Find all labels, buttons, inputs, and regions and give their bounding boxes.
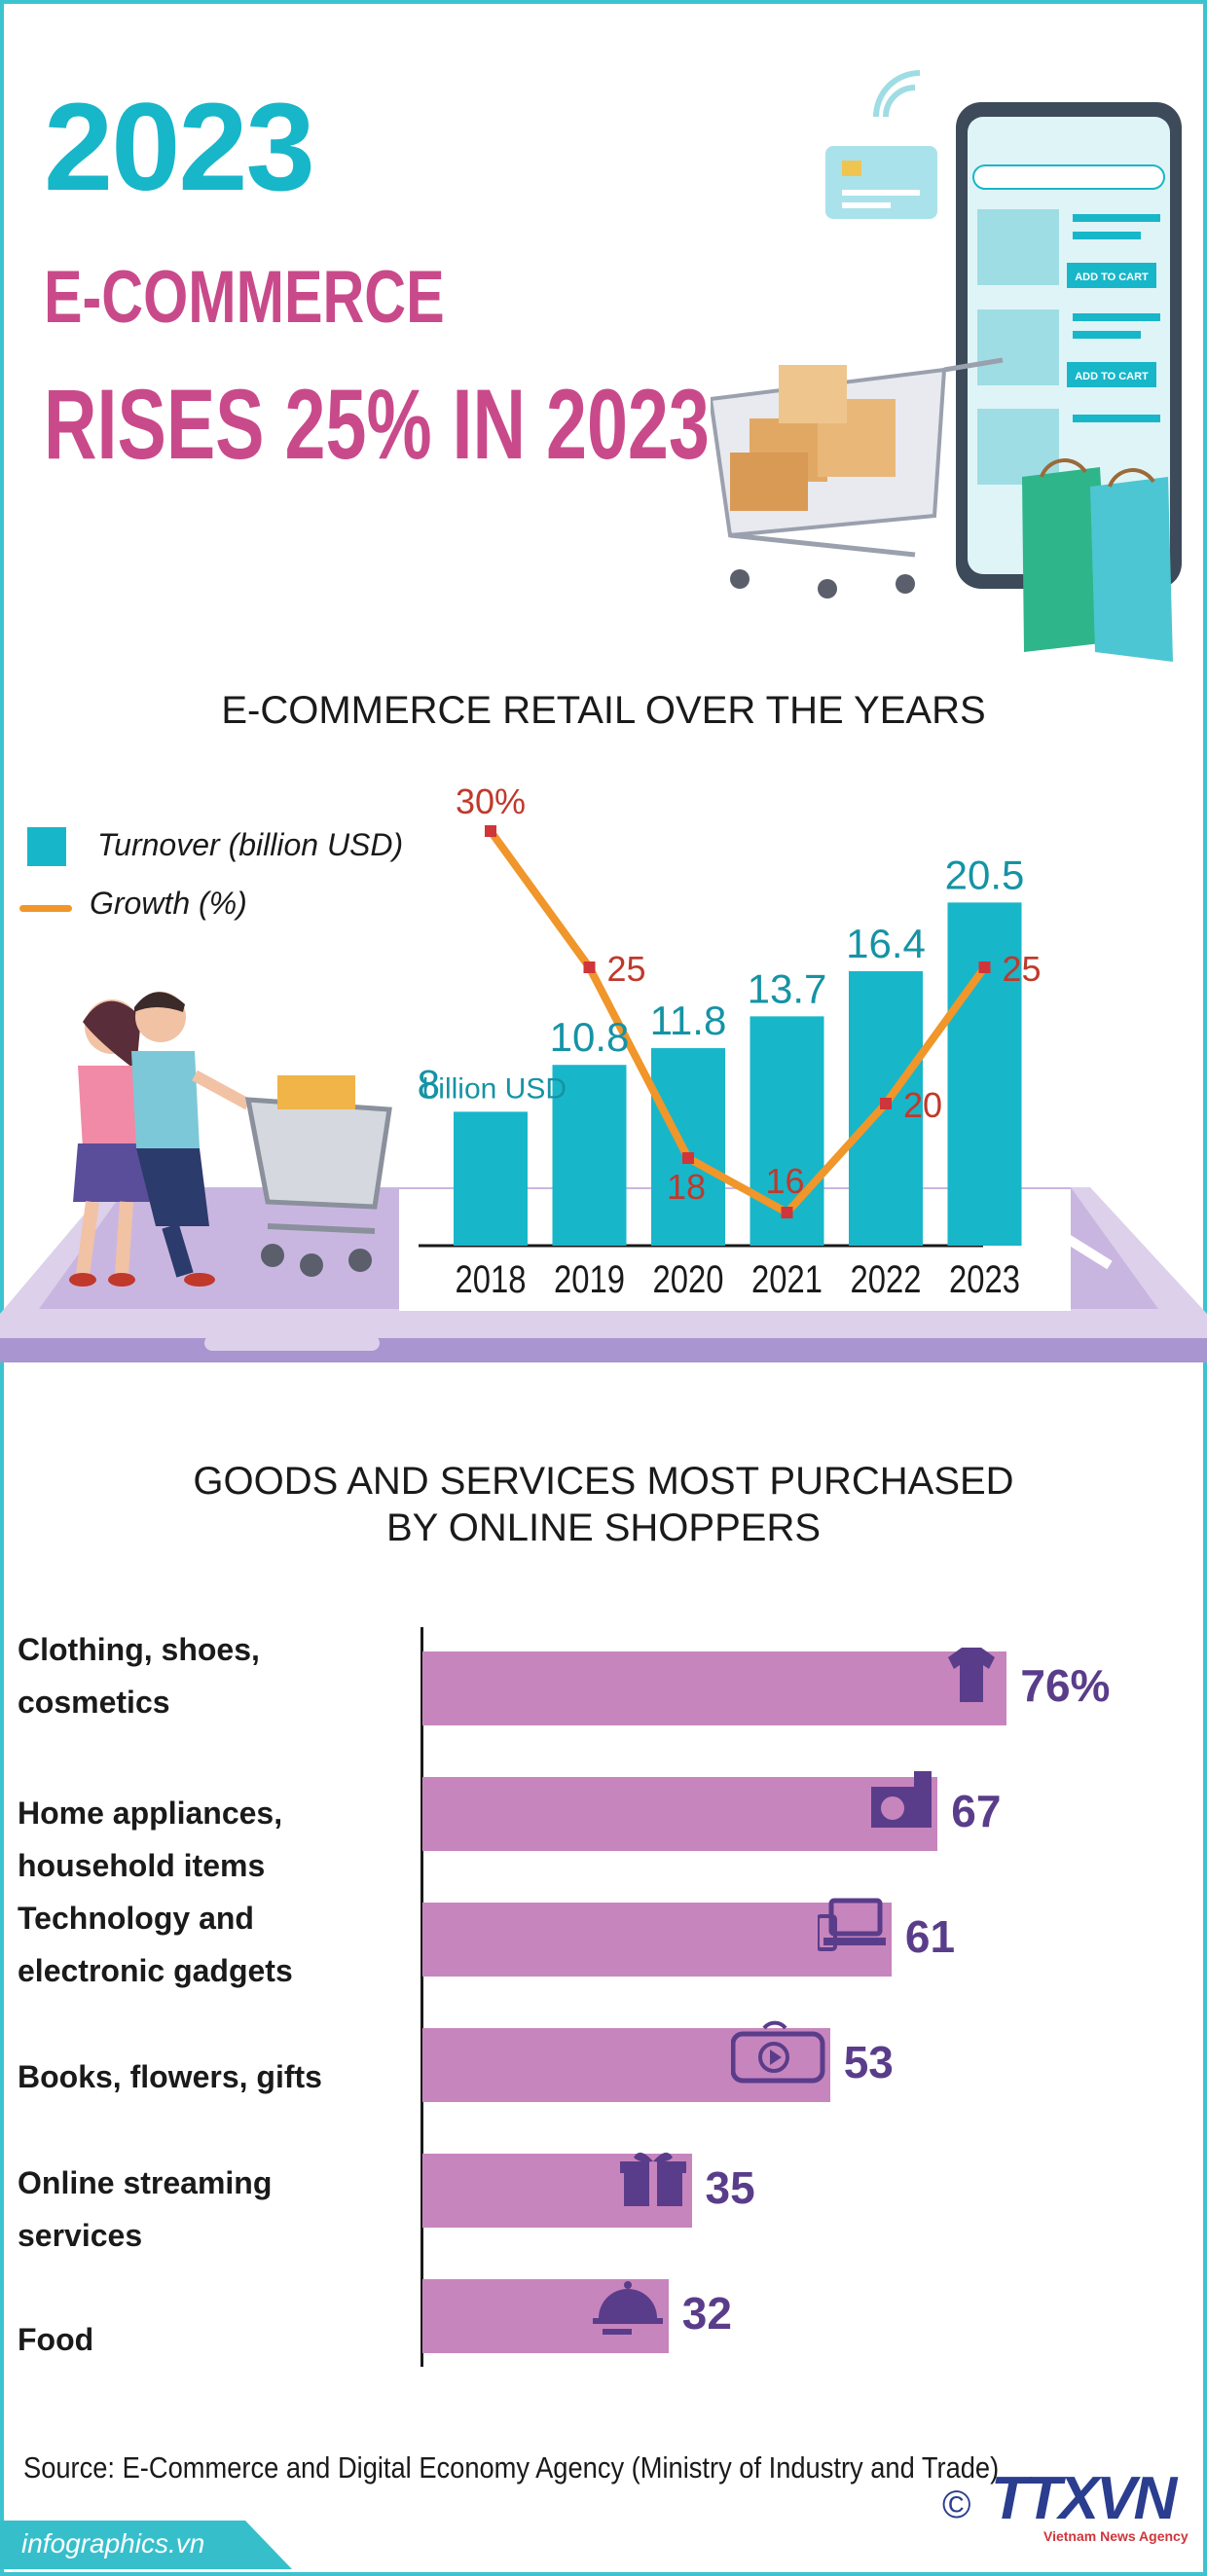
turnover-unit-label: billion USD [422, 1072, 567, 1105]
laptop-icon [815, 1895, 888, 1963]
man-icon [131, 992, 251, 1287]
appliance-icon [867, 1769, 933, 1837]
category-value: 61 [904, 1911, 956, 1962]
growth-label-2021: 16 [765, 1161, 804, 1201]
wifi-icon [873, 70, 921, 118]
category-value: 35 [705, 2162, 755, 2213]
x-tick-2020: 2020 [653, 1257, 724, 1301]
category-value: 76% [1020, 1660, 1111, 1711]
add-to-cart-label-1: ADD TO CART [1075, 272, 1149, 283]
growth-point-2019 [583, 961, 596, 973]
couple-shopping-illustration [69, 992, 392, 1287]
add-to-cart-label-2: ADD TO CART [1075, 371, 1149, 382]
video-icon [730, 2020, 826, 2088]
shopping-cart-icon [244, 1075, 392, 1277]
category-label: Technology and electronic gadgets [18, 1901, 293, 1988]
food-icon [592, 2271, 665, 2340]
turnover-label-2021: 13.7 [748, 965, 827, 1011]
chart1-title: E-COMMERCE RETAIL OVER THE YEARS [221, 689, 986, 732]
turnover-label-2019: 10.8 [550, 1014, 630, 1060]
growth-point-2022 [880, 1098, 892, 1109]
source-note: Source: E-Commerce and Digital Economy A… [23, 2450, 1000, 2485]
footer-site: infographics.vn [21, 2528, 205, 2558]
gift-icon [619, 2146, 688, 2214]
woman-icon [69, 999, 156, 1287]
legend-bar-label: Turnover (billion USD) [97, 827, 404, 862]
chart2-y-axis [421, 1627, 423, 2367]
growth-point-2020 [682, 1152, 694, 1164]
turnover-bar-2023 [947, 902, 1022, 1246]
growth-point-2023 [978, 961, 991, 973]
footer-band [0, 2521, 292, 2569]
header-subtitle-1: E-COMMERCE [44, 256, 445, 339]
x-tick-2023: 2023 [949, 1257, 1020, 1301]
turnover-bar-2018 [454, 1111, 528, 1246]
phone-icon [956, 102, 1182, 589]
agency-subtitle: Vietnam News Agency [1043, 2528, 1189, 2544]
turnover-label-2023: 20.5 [945, 852, 1025, 897]
growth-line [487, 828, 988, 1216]
category-label: Clothing, shoes, cosmetics [18, 1632, 260, 1720]
category-bar [422, 1651, 1007, 1725]
growth-label-2020: 18 [667, 1167, 706, 1207]
turnover-bar-2019 [552, 1065, 627, 1246]
growth-point-2021 [781, 1207, 793, 1218]
turnover-label-2018: 8 [418, 1061, 440, 1107]
turnover-bar-2020 [651, 1048, 725, 1246]
chart2-title: GOODS AND SERVICES MOST PURCHASED BY ONL… [193, 1460, 1014, 1549]
category-value: 32 [681, 2288, 732, 2339]
growth-label-2018: 30% [456, 781, 526, 821]
x-tick-2021: 2021 [751, 1257, 823, 1301]
copyright-icon: © [942, 2484, 971, 2526]
shopping-illustration: ADD TO CART ADD TO CART [711, 70, 1182, 662]
cart-with-boxes-icon [711, 357, 1004, 599]
x-tick-2018: 2018 [456, 1257, 527, 1301]
legend-bar-swatch [27, 827, 66, 866]
legend-line-label: Growth (%) [90, 886, 247, 921]
x-tick-2019: 2019 [554, 1257, 625, 1301]
category-label: Online streaming services [18, 2165, 273, 2253]
category-bar [422, 1903, 892, 1977]
category-label: Home appliances, household items [18, 1796, 283, 1883]
turnover-label-2022: 16.4 [846, 921, 926, 966]
header-subtitle-2: RISES 25% IN 2023 [44, 369, 710, 480]
growth-point-2018 [485, 825, 496, 837]
growth-label-2023: 25 [1003, 949, 1042, 989]
category-label: Food [18, 2322, 94, 2357]
agency-logo: TTXVN [991, 2465, 1177, 2532]
legend-line-swatch [19, 905, 72, 912]
category-bar [422, 1777, 938, 1851]
category-label: Books, flowers, gifts [18, 2059, 322, 2094]
shopping-bags-icon [1022, 458, 1173, 662]
credit-card-icon [825, 146, 937, 219]
clothing-icon [940, 1644, 1003, 1712]
growth-label-2022: 20 [903, 1085, 942, 1125]
turnover-label-2020: 11.8 [650, 998, 727, 1043]
growth-label-2019: 25 [607, 949, 646, 989]
category-value: 67 [951, 1786, 1002, 1836]
category-value: 53 [843, 2037, 894, 2087]
x-tick-2022: 2022 [851, 1257, 922, 1301]
header-year: 2023 [44, 78, 315, 217]
